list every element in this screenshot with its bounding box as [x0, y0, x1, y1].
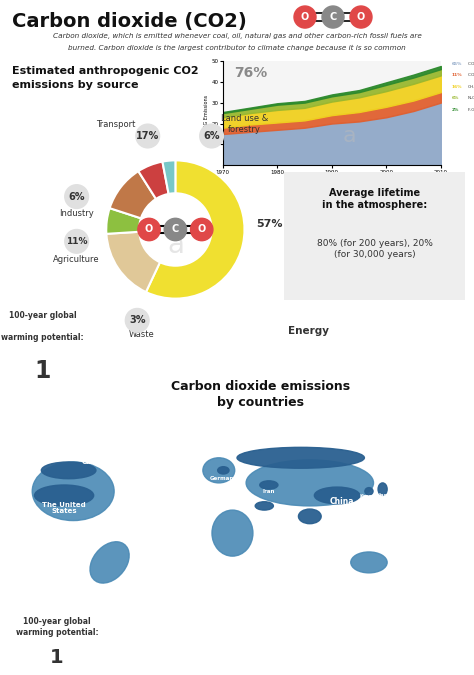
Text: The United
States: The United States: [42, 502, 86, 514]
Circle shape: [164, 218, 187, 241]
Text: 11%: 11%: [66, 237, 87, 246]
Text: India: India: [302, 526, 318, 531]
Text: warming potential:: warming potential:: [1, 333, 84, 342]
Text: a: a: [167, 231, 184, 259]
Wedge shape: [138, 161, 169, 199]
Circle shape: [136, 124, 160, 148]
Text: C: C: [329, 12, 337, 22]
Text: CH₄: CH₄: [468, 85, 474, 89]
Text: The Russian Federation: The Russian Federation: [259, 441, 342, 446]
Circle shape: [65, 230, 89, 253]
Text: C: C: [172, 225, 179, 234]
Wedge shape: [106, 232, 160, 292]
Text: 76%: 76%: [234, 67, 267, 80]
Ellipse shape: [378, 483, 387, 495]
Circle shape: [65, 185, 89, 209]
Text: Saudi
Arabia: Saudi Arabia: [254, 511, 274, 522]
Text: 2%: 2%: [452, 108, 459, 112]
Text: Iran: Iran: [263, 489, 275, 494]
Ellipse shape: [41, 462, 96, 479]
Text: O: O: [301, 12, 309, 22]
Text: Land use &
forestry: Land use & forestry: [221, 115, 268, 134]
Ellipse shape: [90, 542, 129, 583]
Text: 6%: 6%: [452, 97, 459, 101]
Ellipse shape: [255, 502, 273, 510]
Circle shape: [294, 6, 316, 28]
Circle shape: [191, 218, 213, 241]
Text: F-Gases: F-Gases: [468, 108, 474, 112]
Ellipse shape: [218, 466, 229, 474]
Wedge shape: [106, 208, 141, 234]
Text: Carbon dioxide, which is emitted whenever coal, oil, natural gas and other carbo: Carbon dioxide, which is emitted wheneve…: [53, 33, 421, 39]
Circle shape: [125, 308, 149, 332]
Text: Japan: Japan: [378, 493, 396, 498]
Text: Germany: Germany: [210, 476, 237, 481]
Wedge shape: [163, 161, 175, 194]
Ellipse shape: [351, 552, 387, 573]
Text: N₂O: N₂O: [468, 97, 474, 101]
Text: Agriculture: Agriculture: [53, 254, 100, 264]
Text: O: O: [198, 225, 206, 234]
Circle shape: [138, 218, 160, 241]
Text: 16%: 16%: [452, 85, 462, 89]
FancyBboxPatch shape: [277, 168, 472, 304]
Text: burned. Carbon dioxide is the largest contributor to climate change because it i: burned. Carbon dioxide is the largest co…: [68, 45, 406, 51]
Text: a: a: [343, 126, 356, 146]
Text: Korea,
Rep.: Korea, Rep.: [360, 494, 378, 505]
Text: Transport: Transport: [96, 119, 136, 129]
Text: 100-year global
warming potential:: 100-year global warming potential:: [16, 617, 98, 637]
Text: 17%: 17%: [136, 131, 159, 141]
Ellipse shape: [314, 487, 360, 504]
Text: Energy: Energy: [288, 327, 329, 336]
Ellipse shape: [237, 448, 365, 468]
Text: 6%: 6%: [203, 131, 220, 141]
Text: 6%: 6%: [68, 192, 85, 202]
Circle shape: [350, 6, 372, 28]
Text: Estimated anthropogenic CO2
emissions by source: Estimated anthropogenic CO2 emissions by…: [12, 67, 199, 90]
Ellipse shape: [212, 510, 253, 556]
Text: O: O: [357, 12, 365, 22]
Wedge shape: [146, 161, 245, 298]
Text: Carbon dioxide emissions
by countries: Carbon dioxide emissions by countries: [171, 380, 350, 409]
Text: O: O: [145, 225, 153, 234]
Ellipse shape: [365, 487, 373, 495]
Text: 11%: 11%: [452, 74, 462, 78]
Text: CO₂ FOLU: CO₂ FOLU: [468, 74, 474, 78]
Ellipse shape: [246, 460, 374, 506]
Y-axis label: GHG Emissions: GHG Emissions: [204, 95, 209, 132]
Text: 65%: 65%: [452, 62, 462, 66]
Text: 57%: 57%: [255, 219, 282, 230]
Text: 1: 1: [35, 359, 51, 383]
Text: 100-year global: 100-year global: [9, 310, 76, 319]
Text: 1: 1: [50, 648, 64, 667]
Text: CO₂ FF: CO₂ FF: [468, 62, 474, 66]
Wedge shape: [109, 171, 156, 218]
Text: 3%: 3%: [129, 315, 146, 325]
Circle shape: [322, 6, 344, 28]
Ellipse shape: [299, 509, 321, 524]
Text: 80% (for 200 years), 20%
(for 30,000 years): 80% (for 200 years), 20% (for 30,000 yea…: [317, 239, 432, 259]
Text: China: China: [329, 497, 354, 506]
Text: Canada: Canada: [82, 459, 110, 465]
Text: Industry: Industry: [59, 209, 94, 217]
Ellipse shape: [260, 481, 278, 489]
Circle shape: [200, 124, 223, 148]
Text: Waste: Waste: [128, 330, 154, 340]
Ellipse shape: [32, 462, 114, 520]
Ellipse shape: [203, 458, 235, 483]
Text: Carbon dioxide (CO2): Carbon dioxide (CO2): [12, 12, 247, 31]
Ellipse shape: [35, 485, 94, 506]
Text: Average lifetime
in the atmosphere:: Average lifetime in the atmosphere:: [322, 188, 427, 210]
